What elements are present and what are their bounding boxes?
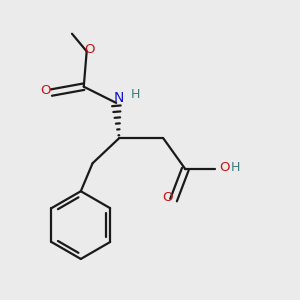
Text: H: H xyxy=(130,88,140,101)
Text: O: O xyxy=(162,190,172,204)
Text: O: O xyxy=(84,44,95,56)
Text: O: O xyxy=(219,161,230,174)
Text: H: H xyxy=(231,161,240,174)
Text: N: N xyxy=(114,91,124,105)
Text: O: O xyxy=(40,84,51,97)
